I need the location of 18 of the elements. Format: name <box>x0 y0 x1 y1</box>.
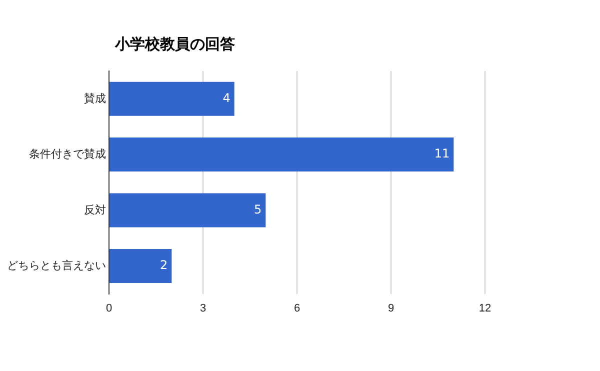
chart-title: 小学校教員の回答 <box>115 35 235 54</box>
y-tick-label: 条件付きで賛成 <box>29 148 106 161</box>
data-label: 11 <box>434 146 450 161</box>
y-tick-label: どちらとも言えない <box>7 258 106 272</box>
x-tick-label: 3 <box>200 302 206 314</box>
x-tick-label: 12 <box>478 302 492 314</box>
bar <box>110 193 266 228</box>
x-tick-label: 6 <box>294 302 300 314</box>
data-label: 4 <box>222 90 230 105</box>
y-tick-label: 反対 <box>84 203 106 216</box>
bar <box>110 248 172 283</box>
x-tick-label: 9 <box>388 302 394 314</box>
data-label: 2 <box>160 258 168 272</box>
data-label: 5 <box>254 202 262 216</box>
x-tick-label: 0 <box>106 302 112 314</box>
y-tick-label: 賛成 <box>84 92 106 105</box>
bar <box>110 138 454 172</box>
bar <box>110 82 234 116</box>
